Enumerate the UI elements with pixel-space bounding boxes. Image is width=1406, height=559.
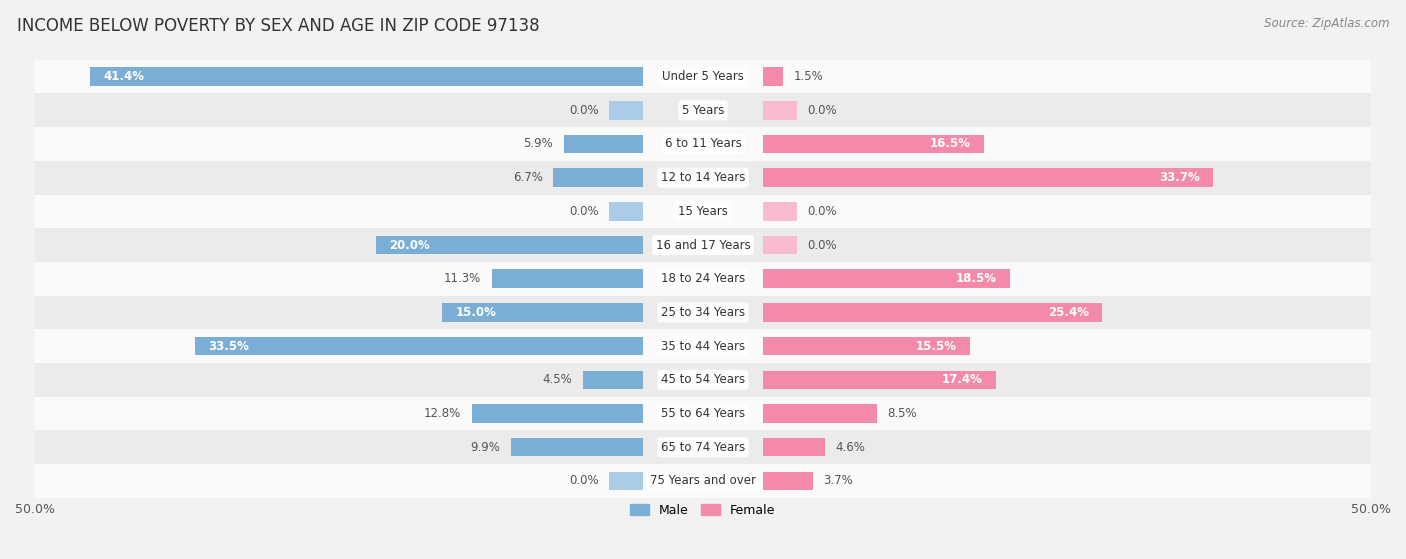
Text: 11.3%: 11.3% [444,272,481,285]
Bar [582,371,643,389]
Text: 16 and 17 Years: 16 and 17 Years [655,239,751,252]
Bar [35,93,1371,127]
Bar [35,329,1371,363]
Text: 0.0%: 0.0% [807,104,837,117]
Text: 8.5%: 8.5% [887,407,917,420]
Bar [35,228,1371,262]
Text: 33.7%: 33.7% [1159,171,1199,184]
Bar [763,404,877,423]
Text: 4.6%: 4.6% [835,440,865,454]
Bar [195,337,643,356]
Bar [443,303,643,321]
Bar [763,135,984,153]
Bar [763,101,797,120]
Bar [90,67,643,86]
Text: 0.0%: 0.0% [569,475,599,487]
Bar [492,269,643,288]
Bar [564,135,643,153]
Bar [35,127,1371,161]
Text: 5 Years: 5 Years [682,104,724,117]
Text: 12.8%: 12.8% [425,407,461,420]
Bar [609,202,643,221]
Text: 0.0%: 0.0% [569,205,599,218]
Text: 65 to 74 Years: 65 to 74 Years [661,440,745,454]
Bar [609,472,643,490]
Text: 25 to 34 Years: 25 to 34 Years [661,306,745,319]
Bar [763,67,783,86]
Text: Under 5 Years: Under 5 Years [662,70,744,83]
Text: 9.9%: 9.9% [470,440,501,454]
Text: 25.4%: 25.4% [1047,306,1090,319]
Text: 17.4%: 17.4% [942,373,983,386]
Bar [35,262,1371,296]
Bar [763,269,1011,288]
Bar [35,397,1371,430]
Text: 4.5%: 4.5% [543,373,572,386]
Bar [609,101,643,120]
Text: 12 to 14 Years: 12 to 14 Years [661,171,745,184]
Text: 20.0%: 20.0% [389,239,430,252]
Bar [763,202,797,221]
Text: 15.5%: 15.5% [915,340,957,353]
Text: 6 to 11 Years: 6 to 11 Years [665,138,741,150]
Bar [763,472,813,490]
Text: 5.9%: 5.9% [523,138,554,150]
Bar [35,60,1371,93]
Text: 41.4%: 41.4% [103,70,145,83]
Text: 45 to 54 Years: 45 to 54 Years [661,373,745,386]
Text: Source: ZipAtlas.com: Source: ZipAtlas.com [1264,17,1389,30]
Bar [35,296,1371,329]
Text: 6.7%: 6.7% [513,171,543,184]
Text: 33.5%: 33.5% [208,340,249,353]
Text: 15 Years: 15 Years [678,205,728,218]
Bar [375,236,643,254]
Bar [763,371,995,389]
Bar [763,337,970,356]
Text: 18 to 24 Years: 18 to 24 Years [661,272,745,285]
Bar [554,168,643,187]
Bar [763,303,1102,321]
Bar [35,195,1371,228]
Bar [763,236,797,254]
Bar [35,430,1371,464]
Text: 0.0%: 0.0% [569,104,599,117]
Text: 0.0%: 0.0% [807,205,837,218]
Bar [763,168,1213,187]
Bar [763,438,824,457]
Bar [510,438,643,457]
Bar [35,464,1371,498]
Bar [472,404,643,423]
Text: 55 to 64 Years: 55 to 64 Years [661,407,745,420]
Text: 75 Years and over: 75 Years and over [650,475,756,487]
Text: 0.0%: 0.0% [807,239,837,252]
Text: 35 to 44 Years: 35 to 44 Years [661,340,745,353]
Text: 18.5%: 18.5% [956,272,997,285]
Text: 16.5%: 16.5% [929,138,970,150]
Bar [35,363,1371,397]
Legend: Male, Female: Male, Female [626,499,780,522]
Text: 15.0%: 15.0% [456,306,496,319]
Bar [35,161,1371,195]
Text: 1.5%: 1.5% [794,70,824,83]
Text: 3.7%: 3.7% [824,475,853,487]
Text: INCOME BELOW POVERTY BY SEX AND AGE IN ZIP CODE 97138: INCOME BELOW POVERTY BY SEX AND AGE IN Z… [17,17,540,35]
